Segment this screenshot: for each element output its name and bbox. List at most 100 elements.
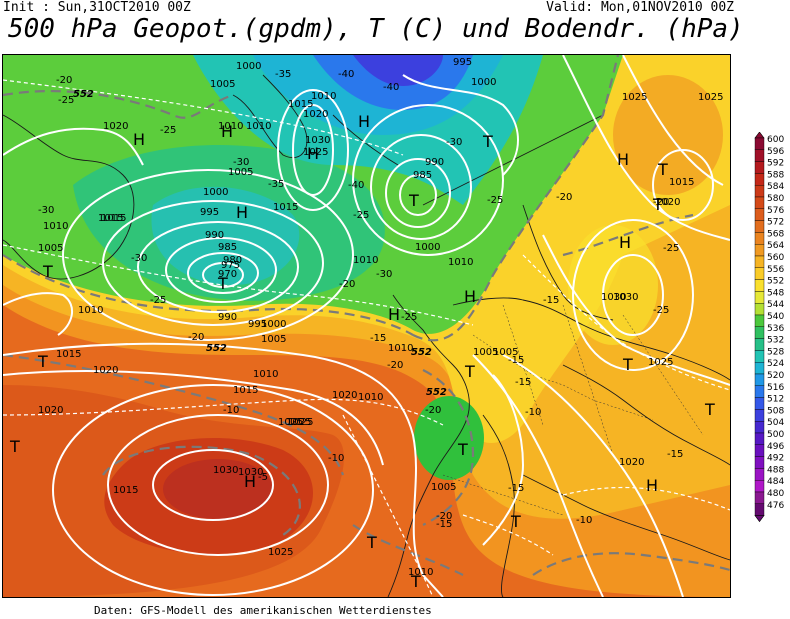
legend-label: 540 (767, 312, 784, 322)
pressure-label: 1010 (253, 369, 278, 380)
temperature-label: -40 (383, 82, 399, 93)
temperature-label: -10 (328, 453, 344, 464)
temperature-label: -15 (370, 333, 386, 344)
temperature-label: -35 (268, 179, 284, 190)
pressure-label: 995 (248, 319, 267, 330)
pressure-label: 1025 (698, 92, 723, 103)
low-pressure-marker: T (37, 352, 48, 371)
high-pressure-marker: H (244, 472, 256, 491)
legend-swatch (754, 361, 765, 375)
low-pressure-marker: T (464, 362, 475, 381)
legend-swatch (754, 232, 765, 245)
low-pressure-marker: T (622, 355, 633, 374)
legend-label: 572 (767, 218, 784, 228)
pressure-label: 1010 (246, 121, 271, 132)
temperature-label: -20 (339, 279, 355, 290)
high-pressure-marker: H (221, 122, 233, 141)
field-yellow-east (568, 225, 658, 345)
legend-swatch (754, 208, 765, 221)
temperature-label: -30 (376, 269, 392, 280)
pressure-label: 1030 (305, 135, 330, 146)
temperature-label: -15 (515, 377, 531, 388)
pressure-label: 1020 (103, 121, 128, 132)
legend-label: 516 (767, 383, 784, 393)
temperature-label: -15 (543, 295, 559, 306)
low-pressure-marker: T (9, 437, 20, 456)
temperature-label: -10 (525, 407, 541, 418)
low-markers: T T T T T T T T T T T T T T T (9, 132, 715, 591)
legend-label: 592 (767, 159, 784, 169)
weather-map: 1000 995 1000 1010 1015 1020 1030 1025 1… (2, 54, 731, 598)
pressure-label: 1025 (286, 417, 311, 428)
temperature-label: -20 (188, 332, 204, 343)
legend-swatch (754, 196, 765, 210)
temperature-label: -25 (353, 210, 369, 221)
temperature-label: -25 (58, 95, 74, 106)
header: Init : Sun,31OCT2010 00Z Valid: Mon,01NO… (0, 0, 790, 52)
high-pressure-marker: H (236, 203, 248, 222)
temperature-label: -25 (653, 305, 669, 316)
legend-label: 552 (767, 277, 784, 287)
geopotential-label: 552 (206, 343, 227, 354)
legend-label: 488 (767, 465, 784, 475)
legend-label: 580 (767, 194, 784, 204)
low-pressure-marker: T (482, 132, 493, 151)
pressure-label: 990 (218, 312, 237, 323)
pressure-label: 1025 (648, 357, 673, 368)
low-pressure-marker: T (704, 400, 715, 419)
temperature-label: -15 (508, 355, 524, 366)
pressure-label: 1015 (98, 213, 123, 224)
legend-swatch (754, 373, 765, 387)
legend-label: 596 (767, 147, 784, 157)
legend-label: 588 (767, 170, 784, 180)
legend-swatch (754, 149, 765, 162)
pressure-label: 1015 (56, 349, 81, 360)
legend-label: 556 (767, 265, 784, 275)
pressure-label: 1000 (471, 77, 496, 88)
temperature-label: -5 (258, 472, 268, 483)
pressure-label: 1005 (228, 167, 253, 178)
high-markers: H H H H H H H H H H H (133, 112, 658, 495)
temperature-label: -20 (387, 360, 403, 371)
pressure-label: 1010 (353, 255, 378, 266)
pressure-label: 1000 (261, 319, 286, 330)
legend-label: 484 (767, 477, 784, 487)
temperature-label: -40 (348, 180, 364, 191)
pressure-label: 995 (200, 207, 219, 218)
pressure-label: 1010 (408, 567, 433, 578)
legend-swatch (754, 432, 765, 446)
legend-swatch (754, 255, 765, 269)
legend-label: 500 (767, 430, 784, 440)
pressure-label: 1000 (415, 242, 440, 253)
legend-swatch (754, 421, 765, 434)
geopotential-label: 552 (411, 347, 432, 358)
pressure-label: 970 (218, 269, 237, 280)
temperature-label: -35 (275, 69, 291, 80)
legend-label: 496 (767, 442, 784, 452)
legend-label: 544 (767, 300, 784, 310)
temperature-label: -30 (233, 157, 249, 168)
legend-swatch (754, 314, 765, 328)
temperature-label: -25 (401, 312, 417, 323)
pressure-label: 1010 (43, 221, 68, 232)
legend-swatch (754, 456, 765, 469)
high-pressure-marker: H (133, 130, 145, 149)
pressure-label: 1005 (473, 347, 498, 358)
map-title: 500 hPa Geopot.(gpdm), T (C) und Bodendr… (8, 14, 744, 44)
legend-label: 480 (767, 489, 784, 499)
pressure-label: 1010 (78, 305, 103, 316)
legend-swatch (754, 350, 765, 363)
legend-label: 536 (767, 324, 784, 334)
temperature-label: -25 (487, 195, 503, 206)
pressure-label: 1015 (288, 99, 313, 110)
pressure-label: 1025 (288, 417, 313, 428)
pressure-label: 995 (453, 57, 472, 68)
pressure-label: 1020 (38, 405, 63, 416)
pressure-label: 1000 (203, 187, 228, 198)
legend-swatch (754, 267, 765, 280)
legend-label: 576 (767, 206, 784, 216)
pressure-label: 990 (425, 157, 444, 168)
legend-swatch (754, 291, 765, 304)
high-pressure-marker: H (307, 144, 319, 163)
temperature-label: -20 (556, 192, 572, 203)
